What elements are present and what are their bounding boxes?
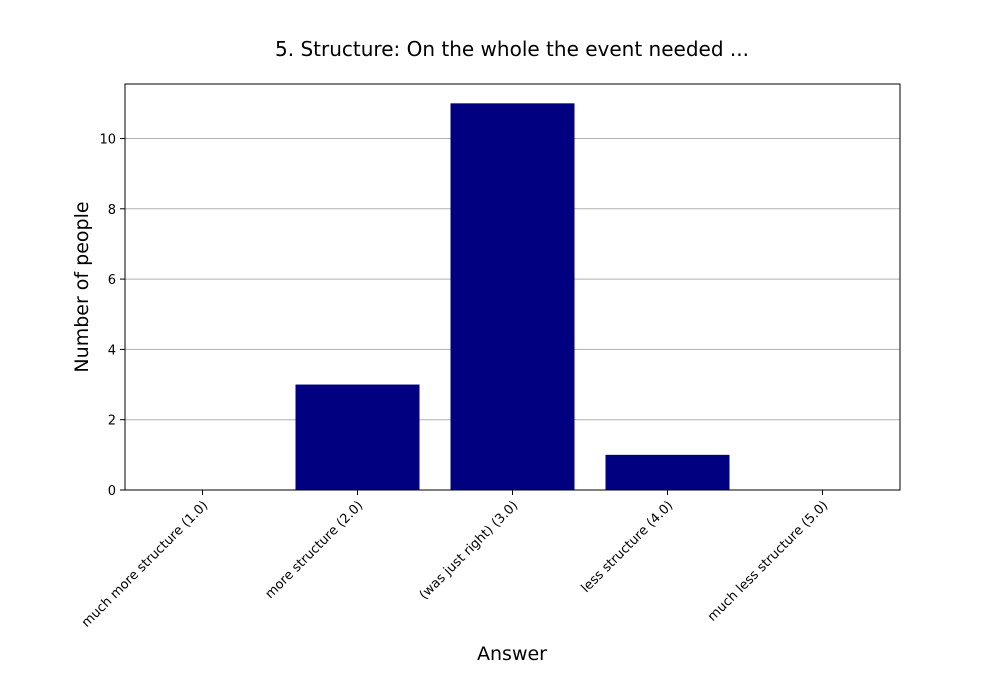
bar [450,103,575,490]
y-axis-ticks: 0 2 4 6 8 10 [99,132,125,499]
y-tick-label: 10 [99,132,116,147]
y-tick-label: 6 [108,273,116,288]
y-tick-label: 8 [108,203,116,218]
bar [295,384,420,490]
x-axis-ticks: much more structure (1.0) more structure … [79,490,831,631]
x-axis-label: Answer [477,643,547,665]
bars [295,103,730,490]
y-tick-label: 0 [108,484,116,499]
y-tick-label: 4 [108,343,116,358]
x-tick-label: much more structure (1.0) [79,498,211,630]
x-tick-label: more structure (2.0) [263,498,367,602]
y-axis-label: Number of people [71,201,93,372]
x-tick-label: (was just right) (3.0) [417,498,522,603]
chart-title: 5. Structure: On the whole the event nee… [275,37,749,61]
x-tick-label: much less structure (5.0) [705,498,831,624]
x-tick-label: less structure (4.0) [579,498,677,596]
y-tick-label: 2 [108,414,116,429]
bar [605,454,730,490]
